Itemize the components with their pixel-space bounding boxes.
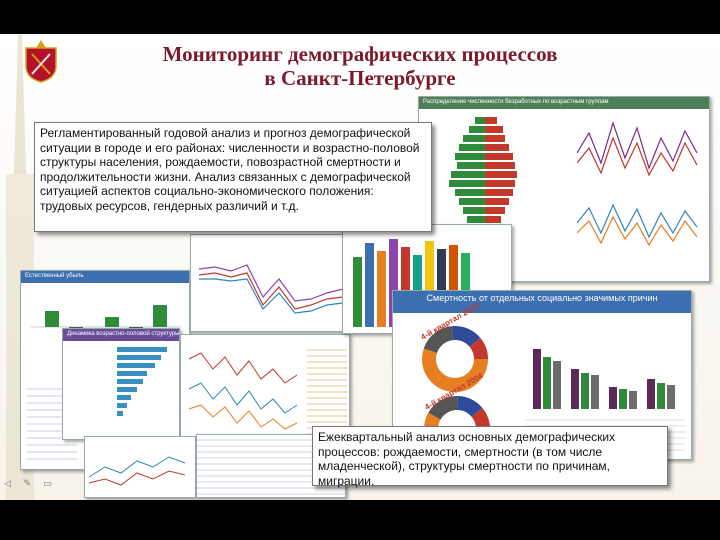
diverging-bar-left: [475, 117, 485, 124]
panel-header: Распределение численности безработных по…: [419, 97, 709, 109]
cohort-line-chart: [188, 352, 298, 430]
cause-bar: [533, 349, 541, 409]
title-line-2: в Санкт-Петербурге: [264, 66, 456, 90]
cause-bar: [629, 391, 637, 409]
diverging-bar-left: [469, 126, 485, 133]
indicators-table-panel: [84, 436, 196, 498]
diverging-bar-right: [485, 216, 501, 223]
title-line-1: Мониторинг демографических процессов: [162, 42, 558, 66]
diverging-bar-left: [449, 180, 485, 187]
causes-bar-chart: [533, 349, 675, 409]
district-bar: [365, 243, 374, 327]
arrow-left-icon[interactable]: ◁: [4, 478, 11, 488]
cause-bar: [553, 361, 561, 409]
district-bar: [389, 239, 398, 327]
age-structure-bars: [117, 347, 167, 416]
city-emblem-icon: [25, 40, 57, 83]
pen-icon[interactable]: ✎: [23, 478, 31, 488]
annual-analysis-callout: Регламентированный годовой анализ и прог…: [34, 122, 432, 232]
legend-block: [307, 345, 347, 435]
diverging-bar-left: [463, 207, 485, 214]
diverging-bar-right: [485, 198, 509, 205]
age-structure-panel: Динамика возрастно-половой структуры: [62, 328, 180, 440]
cause-bar: [591, 375, 599, 409]
slide-canvas: Мониторинг демографических процессов в С…: [0, 34, 720, 500]
indicators-mini-chart: [88, 456, 186, 486]
cause-bar: [619, 389, 627, 409]
panel-header: Динамика возрастно-половой структуры: [63, 329, 179, 341]
district-bar: [353, 257, 362, 327]
menu-icon[interactable]: ▭: [43, 478, 53, 488]
mortality-line-chart: [198, 264, 344, 314]
district-bar: [377, 251, 386, 327]
diverging-bar-left: [459, 198, 485, 205]
diverging-bar-left: [459, 144, 485, 151]
diverging-bar-left: [463, 135, 485, 142]
mortality-line-panel: [190, 234, 350, 332]
diverging-bar-right: [485, 189, 513, 196]
slide-nav: ◁ ✎ ▭: [4, 478, 62, 489]
donut-chart-2003: [422, 326, 488, 392]
cause-bar: [581, 373, 589, 409]
district-bar: [449, 245, 458, 327]
cause-bar: [657, 383, 665, 409]
diverging-bar-right: [485, 117, 497, 124]
diverging-bar-left: [467, 216, 485, 223]
slide-title: Мониторинг демографических процессов в С…: [100, 42, 620, 90]
diverging-bar-left: [451, 171, 485, 178]
zigzag-line-chart: [577, 121, 698, 247]
district-bar: [425, 241, 434, 327]
diverging-bar-right: [485, 171, 517, 178]
diverging-bar-right: [485, 135, 505, 142]
diverging-bar-left: [455, 153, 485, 160]
cause-bar: [609, 387, 617, 409]
cause-bar: [543, 357, 551, 409]
diverging-bar-right: [485, 144, 509, 151]
cause-bar: [647, 379, 655, 409]
cause-bar: [667, 385, 675, 409]
district-bar: [437, 249, 446, 327]
panel-header: Естественный убыль: [21, 271, 189, 283]
diverging-bar-right: [485, 126, 503, 133]
diverging-bar-left: [457, 162, 485, 169]
district-bar: [401, 247, 410, 327]
quarterly-analysis-callout: Ежеквартальный анализ основных демографи…: [312, 426, 668, 488]
cohort-line-panel: [180, 334, 350, 442]
diverging-bar-right: [485, 153, 513, 160]
diverging-bar-left: [455, 189, 485, 196]
cause-bar: [571, 369, 579, 409]
panel-header: Смертность от отдельных социально значим…: [393, 291, 691, 313]
diverging-bar-right: [485, 180, 515, 187]
diverging-bar-right: [485, 162, 515, 169]
diverging-bar-right: [485, 207, 505, 214]
